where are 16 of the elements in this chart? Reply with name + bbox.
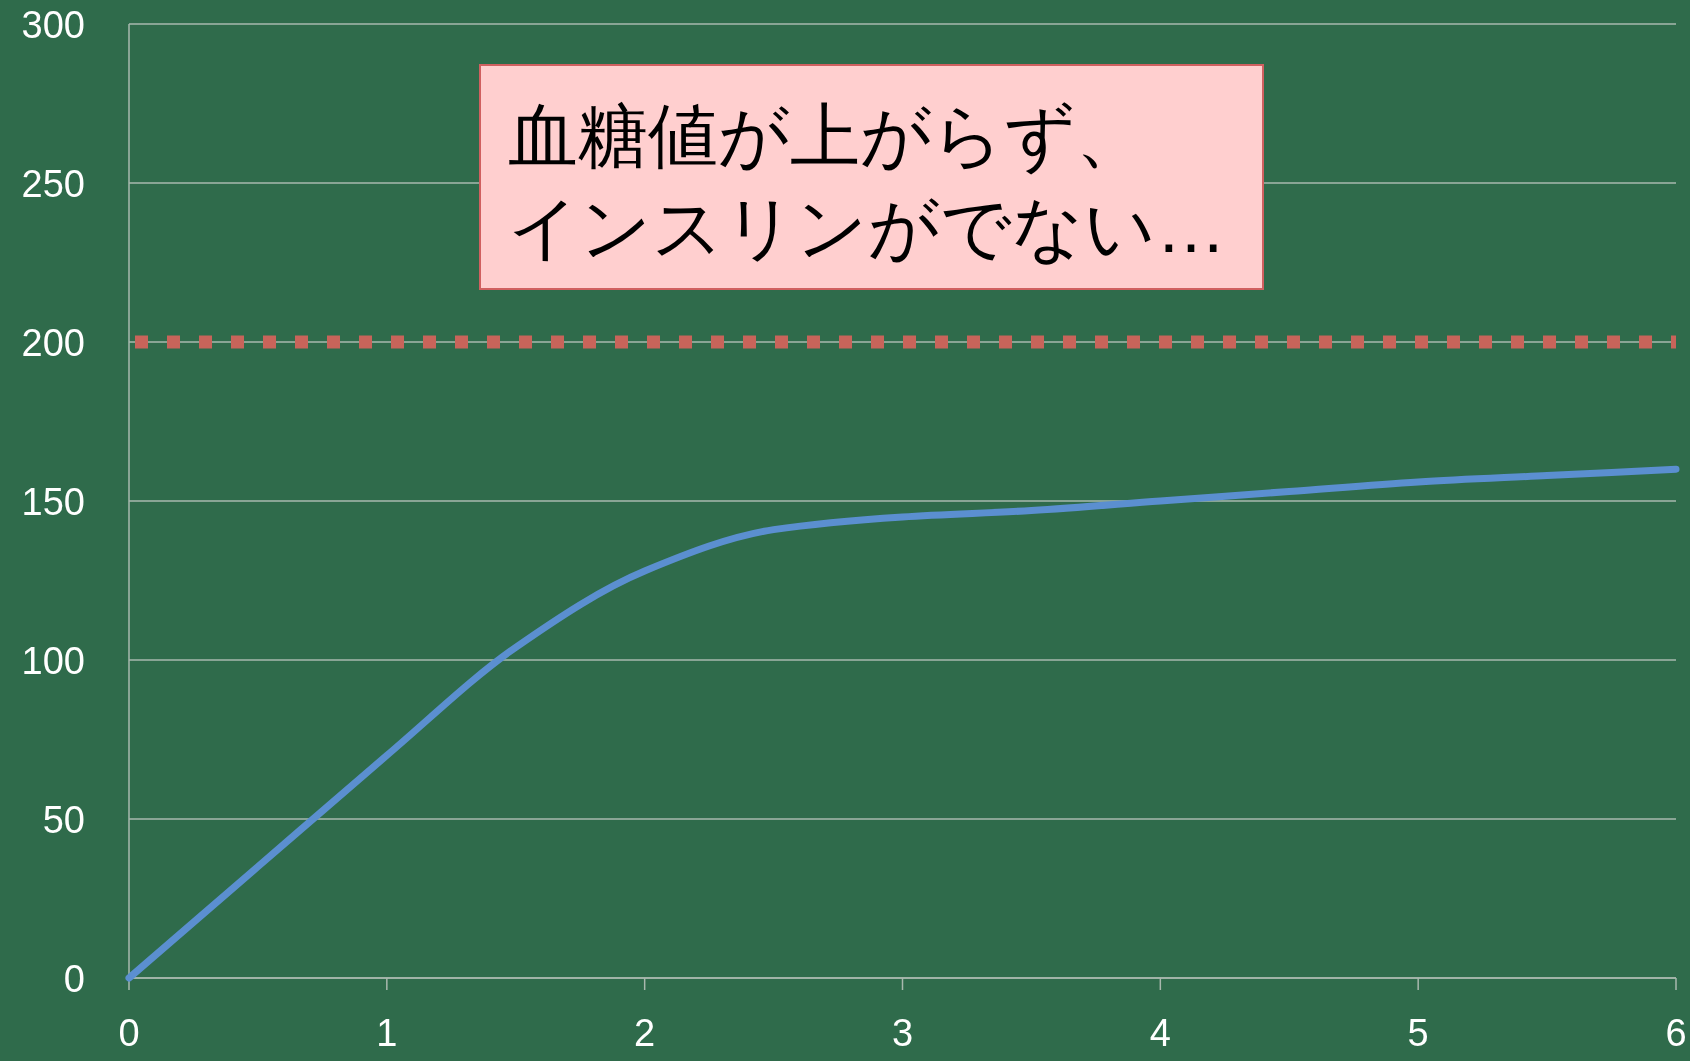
y-tick-label: 50 xyxy=(42,799,85,841)
y-tick-label: 150 xyxy=(21,481,85,523)
x-tick-label: 0 xyxy=(118,1012,140,1054)
annotation: 血糖値が上がらず、 xyxy=(508,97,1146,175)
x-tick-label: 4 xyxy=(1149,1012,1171,1054)
y-tick-label: 0 xyxy=(63,958,85,1000)
x-tick-label: 2 xyxy=(634,1012,656,1054)
x-tick-label: 3 xyxy=(891,1012,914,1054)
x-tick-label: 6 xyxy=(1665,1012,1687,1054)
x-tick-label: 1 xyxy=(376,1012,398,1054)
y-tick-label: 100 xyxy=(21,640,85,682)
x-tick-label: 5 xyxy=(1407,1012,1429,1054)
annotation: インスリンがでない… xyxy=(508,189,1226,267)
y-tick-label: 200 xyxy=(21,322,85,364)
y-tick-label: 250 xyxy=(21,163,85,205)
y-tick-label: 300 xyxy=(21,4,85,46)
